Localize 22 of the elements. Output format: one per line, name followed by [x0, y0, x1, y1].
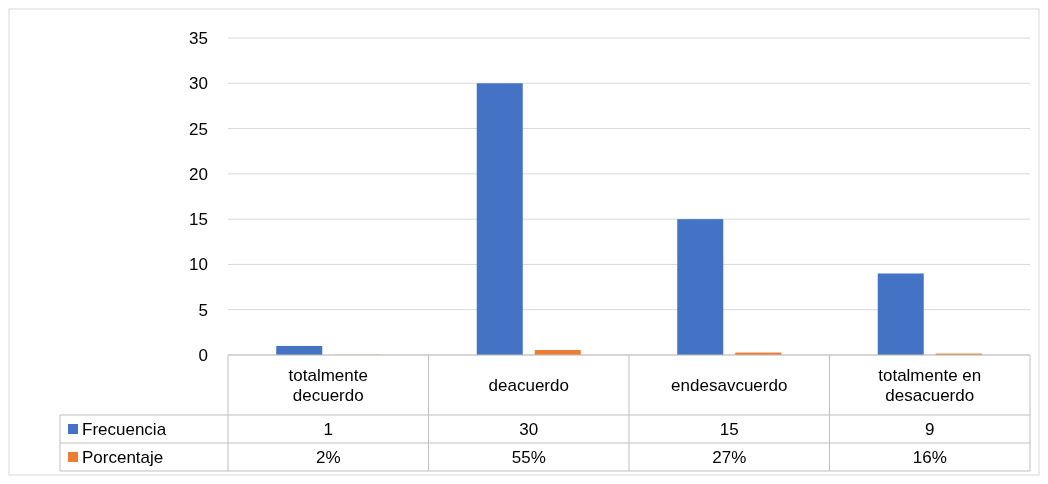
- y-tick-label: 25: [189, 119, 208, 139]
- y-tick-label: 10: [189, 255, 208, 275]
- data-label: 30: [519, 419, 539, 439]
- y-tick-label: 5: [198, 300, 208, 320]
- y-tick-label: 20: [189, 164, 208, 184]
- legend-label: Porcentaje: [82, 447, 164, 467]
- x-tick-label: totalmente en desacuerdo: [878, 365, 982, 405]
- legend-label: Frecuencia: [82, 419, 167, 439]
- data-label: 27%: [712, 447, 747, 467]
- y-tick-label: 15: [189, 210, 208, 230]
- y-tick-label: 30: [189, 74, 208, 94]
- data-label: 16%: [912, 447, 947, 467]
- x-tick-label: endesavcuerdo: [671, 375, 788, 395]
- x-tick-label: totalmente decuerdo: [288, 365, 368, 405]
- x-tick-label: deacuerdo: [488, 375, 569, 395]
- data-label: 9: [925, 419, 935, 439]
- y-tick-label: 0: [198, 345, 208, 365]
- y-tick-label: 35: [189, 28, 208, 48]
- data-label: 2%: [315, 447, 341, 467]
- data-label: 1: [323, 419, 333, 439]
- data-label: 15: [719, 419, 739, 439]
- data-label: 55%: [511, 447, 546, 467]
